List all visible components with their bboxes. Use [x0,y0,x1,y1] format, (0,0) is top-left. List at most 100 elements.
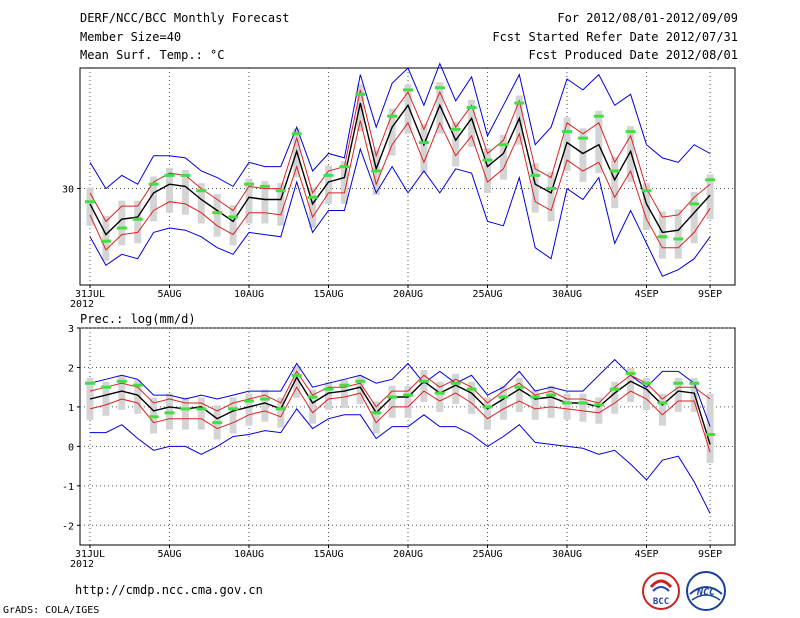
spread-box [515,377,523,412]
spread-box [643,377,650,410]
member-marker [244,182,254,186]
member-marker [212,211,223,215]
temperature-panel: 31JUL 5AUG 10AUG 15AUG 20AUG 25AUG 30AUG 4SEP 9S… [62,62,736,310]
member-marker [593,403,604,407]
spread-box [261,389,269,422]
spread-upper-line [89,89,711,223]
ensemble-mean-line [89,102,711,236]
spread-box [452,373,460,404]
member-marker [625,371,636,375]
member-marker [164,173,175,177]
member-marker [577,401,588,405]
spread-box [547,385,555,418]
x-tick-label: 4SEP [634,549,658,560]
spread-box [118,375,126,410]
member-marker [323,173,334,177]
member-marker [577,136,588,140]
x-tick-label: 20AUG [393,549,423,560]
ensemble-min-line [89,147,711,277]
bcc-logo-text: BCC [653,597,669,607]
member-marker [85,200,95,204]
member-marker [116,226,127,230]
spread-box [356,375,364,404]
member-marker [466,387,477,391]
spread-box [372,150,380,196]
spread-box [420,369,428,402]
spread-box [420,123,428,174]
spread-box [579,128,587,182]
forecast-charts: Prec.: log(mm/d) 31JUL 5AUG 10AUG 15AUG 20AU… [62,62,736,570]
spread-box [388,385,396,418]
spread-box [499,385,507,420]
member-marker [196,407,207,411]
member-marker [307,195,318,199]
member-marker [434,391,445,395]
website-url[interactable]: http://cmdp.ncc.cma.gov.cn [75,583,263,597]
spread-box [356,84,364,132]
spread-box [229,397,237,434]
member-marker [641,189,652,193]
member-size: Member Size=40 [80,30,182,44]
member-marker [609,169,620,173]
member-marker [418,379,429,383]
member-marker [482,158,493,162]
member-marker [514,101,525,105]
spread-box [452,121,460,167]
member-marker [466,105,477,109]
member-marker [498,395,509,399]
x-tick-label: 31JUL [75,549,105,560]
member-marker [148,415,159,419]
member-marker [196,189,207,193]
ensemble-mean-line [89,375,711,445]
spread-box [468,381,476,414]
member-marker [132,217,143,221]
spread-lower-line [89,120,711,251]
member-marker [546,393,557,397]
member-marker [100,239,111,243]
member-marker [403,88,413,92]
x-tick-label: 15AUG [313,549,343,560]
member-marker [100,385,111,389]
spread-box [531,163,539,213]
y-tick-label: 0 [68,442,74,453]
member-marker [244,399,254,403]
spread-box [579,393,587,422]
spread-box [547,172,555,222]
forecast-title: DERF/NCC/BCC Monthly Forecast [80,11,290,25]
spread-box [325,165,332,204]
member-marker [673,381,684,385]
member-marker [418,141,429,145]
member-marker [609,387,620,391]
spread-box [658,393,666,426]
x-tick-label: 15AUG [313,289,343,300]
member-marker [228,215,239,219]
member-marker [228,407,239,411]
member-marker [625,130,636,134]
x-tick-label: 10AUG [234,549,264,560]
member-marker [450,127,461,131]
spread-box [150,176,158,222]
spread-box [340,379,348,408]
member-marker [530,395,541,399]
ensemble-max-line [89,358,711,427]
spread-box [134,379,142,414]
member-marker [355,379,366,383]
spread-box [404,385,412,418]
member-marker [546,187,557,191]
spread-box [261,180,269,224]
spread-box [706,393,714,464]
member-marker [180,407,191,411]
spread-box [86,187,94,226]
x-tick-label: 9SEP [698,549,722,560]
spread-box [499,134,507,180]
member-marker [593,114,604,118]
spread-box [309,389,317,424]
member-marker [705,178,716,182]
y-tick-label: 1 [68,403,74,414]
x-tick-label: 30AUG [552,549,582,560]
y-tick-label: 2 [68,363,74,374]
member-marker [387,114,398,118]
member-marker [498,143,509,147]
spread-box [595,397,603,424]
member-marker [434,86,445,90]
